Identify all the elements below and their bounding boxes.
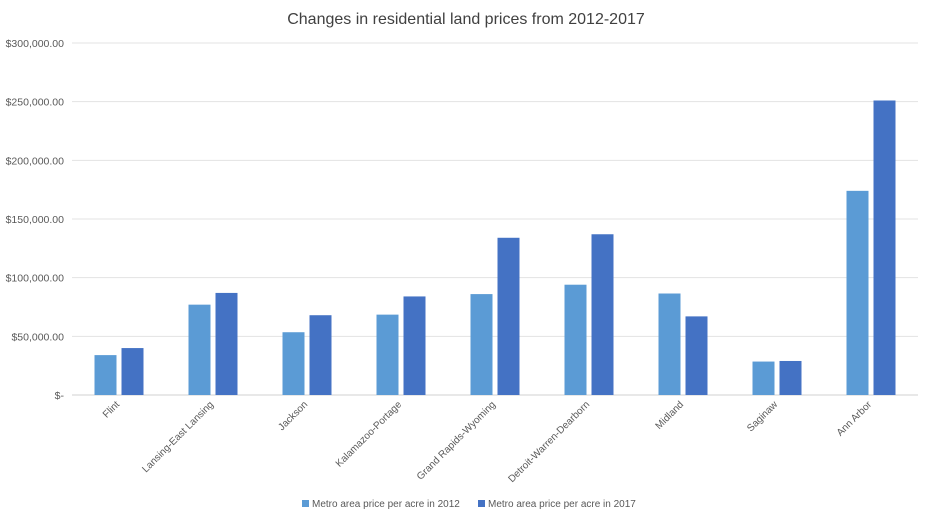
y-tick-label: $100,000.00	[6, 273, 65, 285]
gridlines	[72, 42, 918, 396]
x-tick-label: Ann Arbor	[835, 399, 875, 439]
y-axis: $- $50,000.00 $100,000.00 $150,000.00 $200,0…	[6, 38, 65, 402]
bar-2012	[564, 284, 587, 395]
chart-title: Changes in residential land prices from …	[287, 11, 645, 28]
legend-label: Metro area price per acre in 2012	[312, 499, 460, 510]
legend-label: Metro area price per acre in 2017	[488, 499, 636, 510]
bar-2012	[94, 355, 117, 395]
x-tick-label: Kalamazoo-Portage	[334, 399, 405, 470]
x-tick-label: Detroit-Warren-Dearborn	[506, 399, 592, 485]
y-tick-label: $300,000.00	[6, 38, 65, 50]
legend: Metro area price per acre in 2012 Metro a…	[302, 499, 636, 510]
bar-2012	[376, 314, 399, 395]
bar-2017	[591, 234, 614, 395]
bar-2012	[846, 190, 869, 395]
y-tick-label: $200,000.00	[6, 155, 65, 167]
x-tick-label: Grand Rapids-Wyoming	[415, 399, 498, 482]
bar-2017	[215, 292, 238, 395]
y-tick-label: $-	[55, 390, 65, 402]
legend-swatch	[302, 500, 309, 507]
bar-2012	[658, 293, 681, 395]
bars	[94, 100, 896, 395]
bar-2017	[873, 100, 896, 395]
bar-2017	[685, 316, 708, 395]
x-tick-label: Flint	[101, 399, 122, 420]
y-tick-label: $50,000.00	[11, 331, 64, 343]
bar-2012	[188, 304, 211, 395]
bar-2017	[309, 315, 332, 395]
bar-2012	[470, 294, 493, 395]
bar-2017	[779, 360, 802, 395]
bar-2012	[752, 361, 775, 395]
bar-2017	[497, 237, 520, 395]
y-tick-label: $250,000.00	[6, 97, 65, 109]
bar-2012	[282, 332, 305, 395]
x-axis: Flint Lansing-East Lansing Jackson Kalamazo…	[101, 399, 875, 485]
bar-2017	[403, 296, 426, 395]
x-tick-label: Midland	[654, 399, 687, 432]
x-tick-label: Saginaw	[745, 399, 780, 434]
x-tick-label: Jackson	[276, 399, 310, 433]
y-tick-label: $150,000.00	[6, 214, 65, 226]
x-tick-label: Lansing-East Lansing	[140, 399, 216, 475]
legend-swatch	[478, 500, 485, 507]
bar-2017	[121, 348, 144, 395]
